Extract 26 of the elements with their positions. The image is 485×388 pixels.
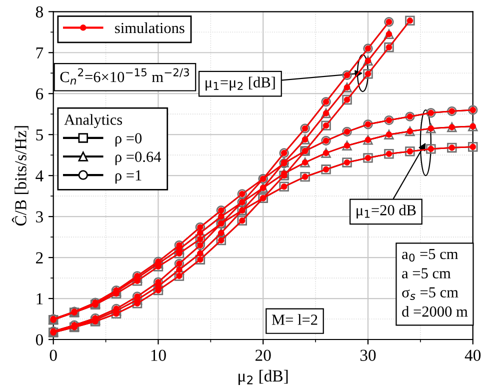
y-tick-label: 2 bbox=[36, 252, 43, 264]
x-tick-label: 20 bbox=[256, 350, 271, 361]
annotation: μ$_{1}$=μ$_{2}$ [dB] bbox=[206, 76, 275, 91]
legend-title: Analytics bbox=[64, 114, 122, 128]
y-tick-label: 1 bbox=[36, 293, 43, 304]
y-tick-label: 6 bbox=[36, 88, 44, 100]
y-tick-label: 8 bbox=[36, 6, 43, 18]
legend-label: ρ =0.64 bbox=[115, 152, 162, 166]
x-tick-label: 30 bbox=[360, 350, 376, 361]
y-axis-title: Ĉ/B [bits/s/Hz] bbox=[12, 126, 28, 226]
annotation: a$_{0}$ =5 cm a =5 cm σ$_{s}$ =5 cm d =2000 m bbox=[402, 249, 468, 317]
x-axis-title: μ$_{2}$ [dB] bbox=[238, 370, 288, 386]
y-tick-label: 5 bbox=[36, 129, 43, 141]
x-tick-label: 0 bbox=[50, 350, 57, 361]
y-tick-label: 3 bbox=[36, 211, 43, 222]
y-tick-label: 4 bbox=[36, 170, 44, 182]
legend-label: simulations bbox=[115, 22, 184, 34]
y-tick-label: 7 bbox=[36, 47, 44, 58]
annotation: M= l=2 bbox=[272, 314, 318, 325]
y-tick-label: 0 bbox=[36, 334, 43, 346]
x-tick-label: 10 bbox=[151, 350, 166, 361]
annotation: μ$_{1}$=20 dB bbox=[356, 204, 416, 218]
annotation: C$_{n}$$^{2}$=6×10$^{−15}$ m$^{−2/3}$ bbox=[60, 68, 189, 85]
legend-label: ρ =0 bbox=[115, 133, 142, 147]
legend-label: ρ =1 bbox=[115, 170, 142, 184]
x-tick-label: 40 bbox=[464, 350, 481, 361]
